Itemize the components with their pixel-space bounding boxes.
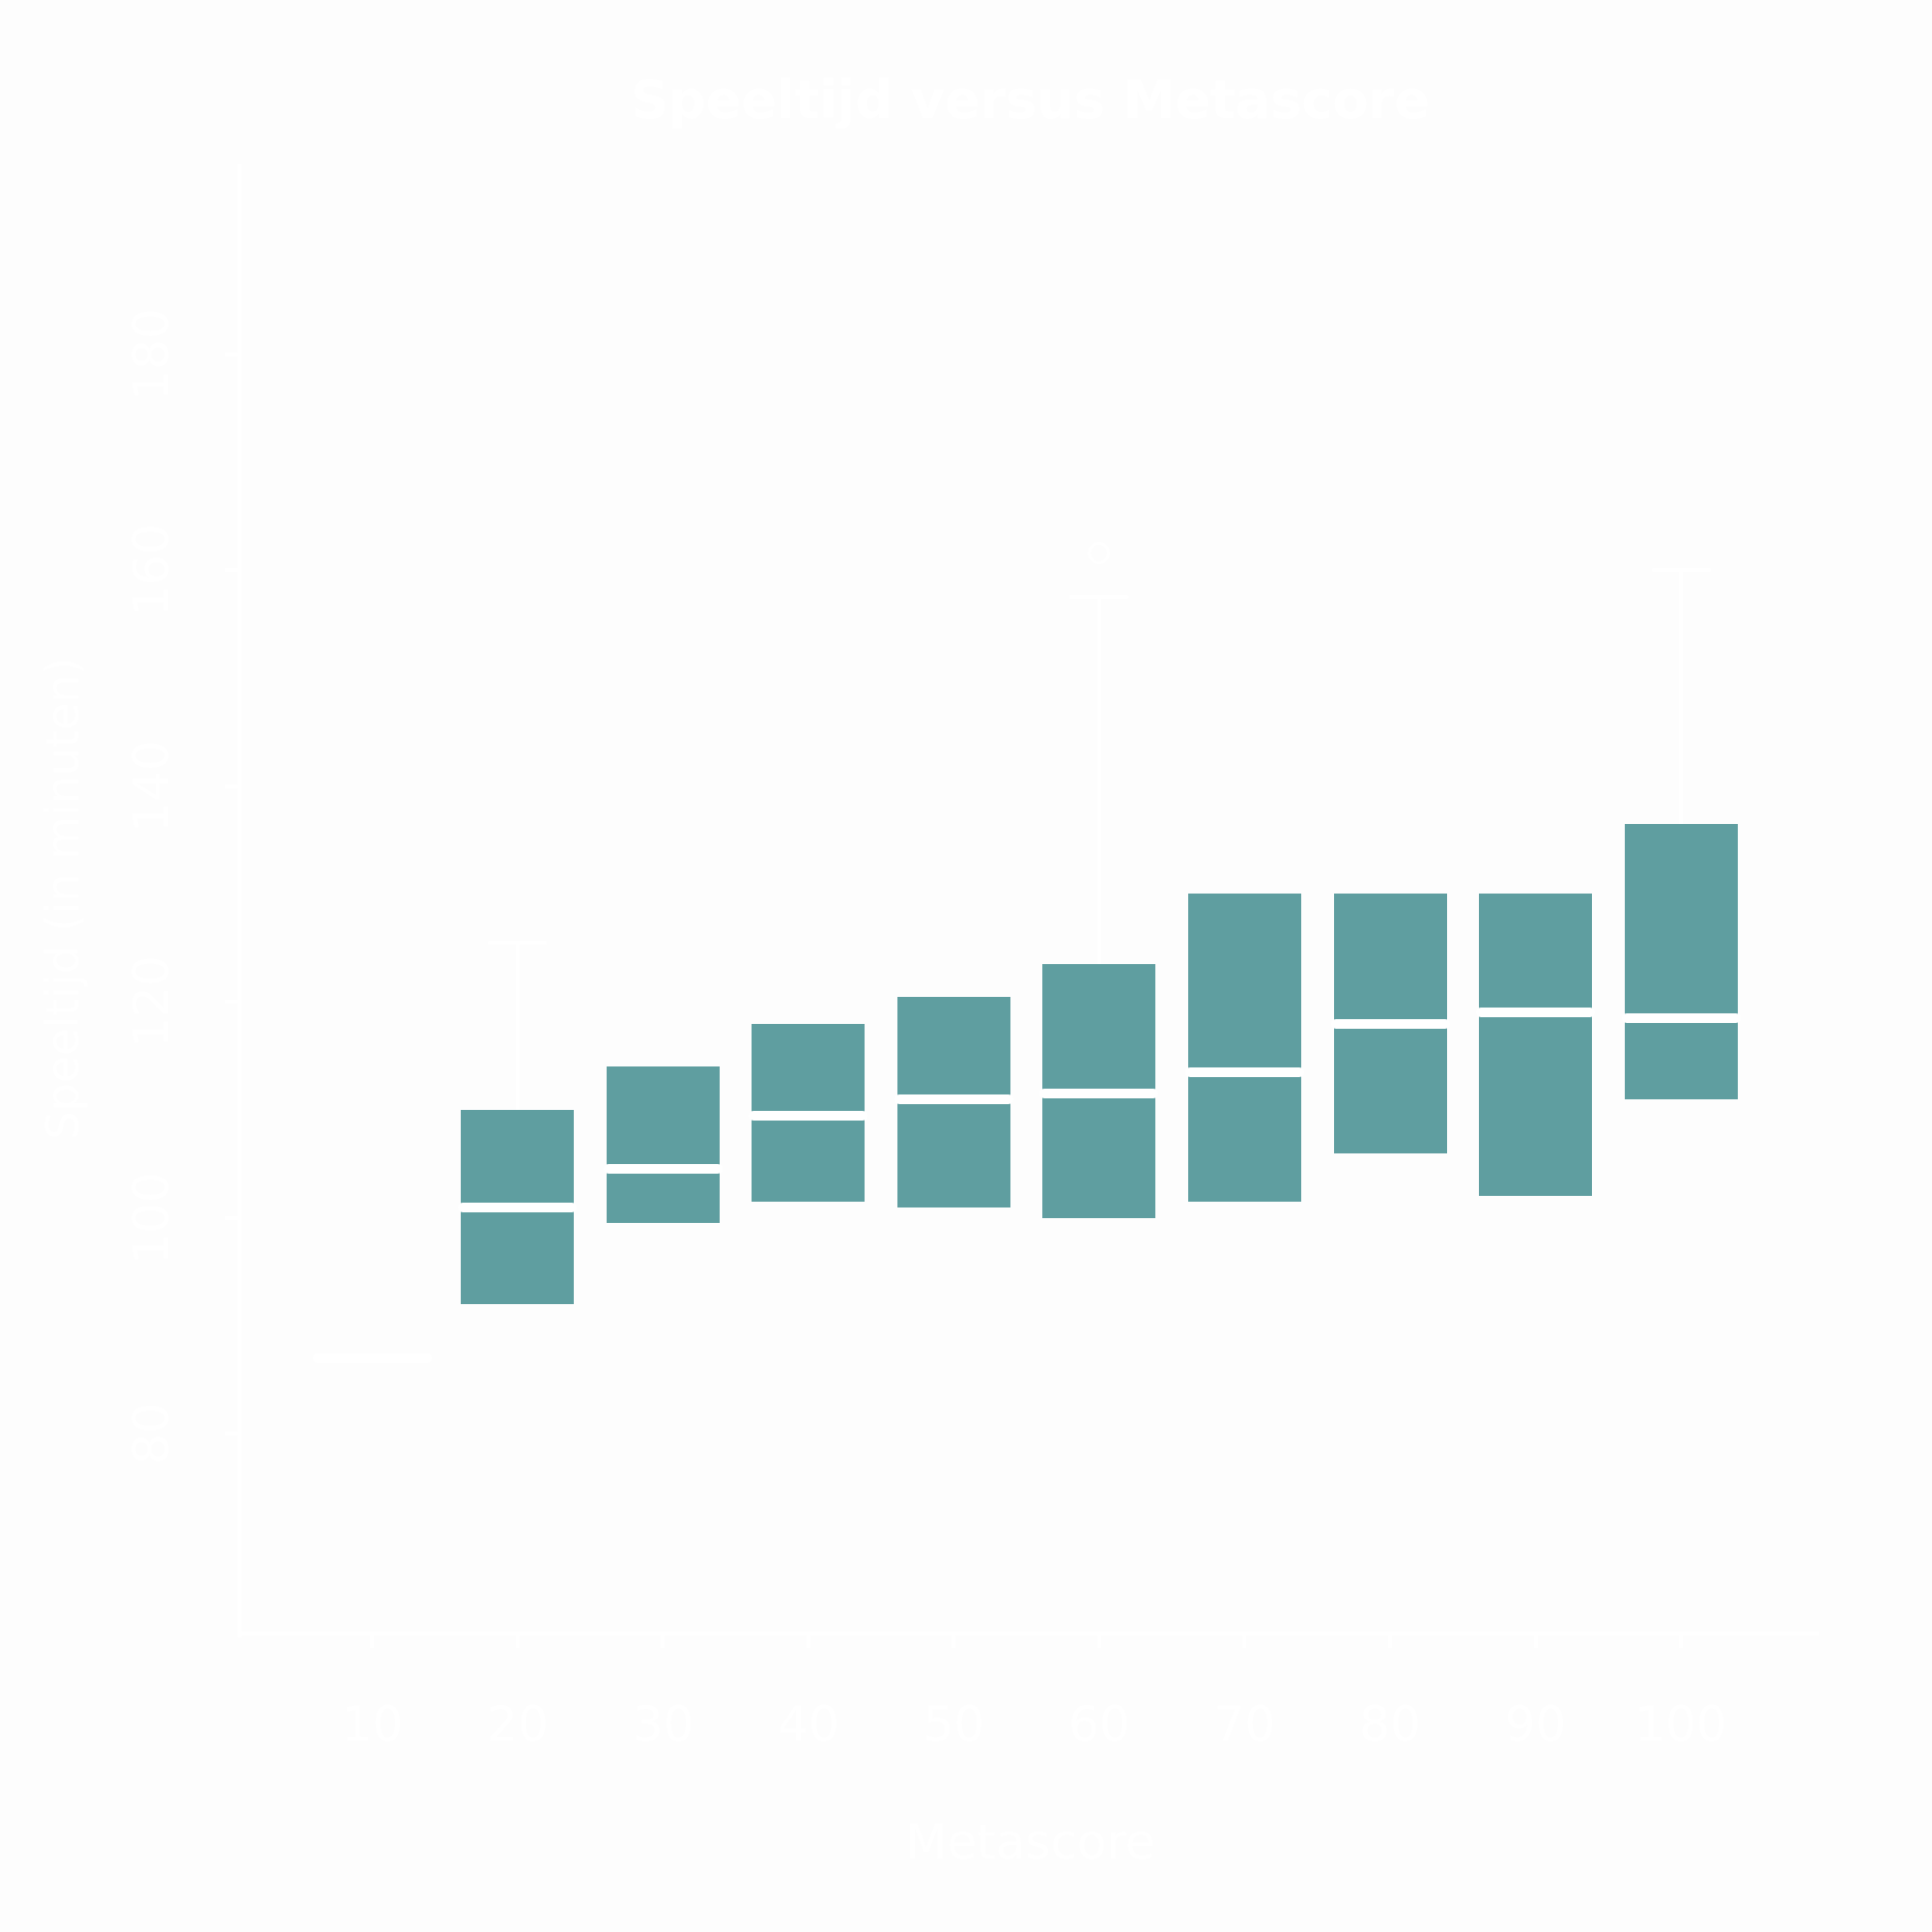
y-tick-label: 140: [124, 739, 180, 833]
whisker-cap: [1651, 568, 1711, 573]
x-tick-mark: [515, 1635, 520, 1648]
median-line: [1476, 1008, 1595, 1018]
x-tick-label: 80: [1359, 1696, 1421, 1752]
outlier-marker: [1087, 542, 1110, 565]
x-tick-mark: [1679, 1635, 1684, 1648]
median-line: [458, 1202, 578, 1212]
x-tick-label: 70: [1213, 1696, 1276, 1752]
median-line: [603, 1164, 723, 1175]
y-axis-label: Speeltijd (in minuten): [37, 657, 89, 1140]
y-tick-label: 180: [124, 307, 180, 401]
y-tick-mark: [225, 1215, 238, 1220]
boxplot-box: [1624, 823, 1738, 1099]
y-tick-label: 100: [124, 1172, 180, 1264]
median-line: [1039, 1089, 1159, 1099]
x-tick-label: 90: [1504, 1696, 1567, 1752]
boxplot-box: [606, 1066, 720, 1224]
x-tick-label: 60: [1068, 1696, 1130, 1752]
boxplot-box: [1479, 894, 1592, 1197]
whisker-line: [515, 942, 520, 1110]
x-tick-mark: [1388, 1635, 1392, 1648]
y-tick-mark: [225, 352, 238, 356]
chart-title: Speeltijd versus Metascore: [631, 70, 1430, 130]
y-tick-mark: [225, 568, 238, 573]
x-tick-mark: [806, 1635, 810, 1648]
whisker-line: [1096, 597, 1101, 965]
median-line: [312, 1353, 432, 1364]
median-line: [749, 1110, 868, 1121]
whisker-cap: [1069, 595, 1129, 600]
y-tick-label: 120: [124, 955, 180, 1048]
x-tick-mark: [952, 1635, 956, 1648]
y-tick-label: 160: [124, 524, 180, 616]
x-tick-label: 100: [1634, 1696, 1727, 1752]
median-line: [894, 1094, 1013, 1104]
whisker-cap: [488, 940, 548, 945]
x-tick-mark: [1096, 1635, 1101, 1648]
y-axis-spine: [238, 164, 242, 1637]
x-tick-mark: [1242, 1635, 1247, 1648]
y-tick-mark: [225, 1432, 238, 1436]
x-tick-mark: [661, 1635, 666, 1648]
x-tick-label: 20: [487, 1696, 549, 1752]
x-tick-mark: [370, 1635, 375, 1648]
x-axis-label: Metascore: [905, 1814, 1155, 1870]
median-line: [1330, 1018, 1450, 1029]
x-tick-label: 10: [341, 1696, 404, 1752]
x-tick-label: 30: [632, 1696, 695, 1752]
boxplot-box: [1187, 894, 1301, 1202]
y-tick-label: 80: [124, 1403, 180, 1465]
x-tick-label: 50: [923, 1696, 985, 1752]
x-tick-label: 40: [778, 1696, 839, 1752]
y-tick-mark: [225, 1000, 238, 1005]
median-line: [1621, 1012, 1741, 1023]
x-tick-mark: [1533, 1635, 1538, 1648]
x-axis-spine: [238, 1632, 1819, 1635]
median-line: [1184, 1066, 1304, 1077]
whisker-line: [1679, 570, 1684, 824]
y-tick-mark: [225, 783, 238, 788]
